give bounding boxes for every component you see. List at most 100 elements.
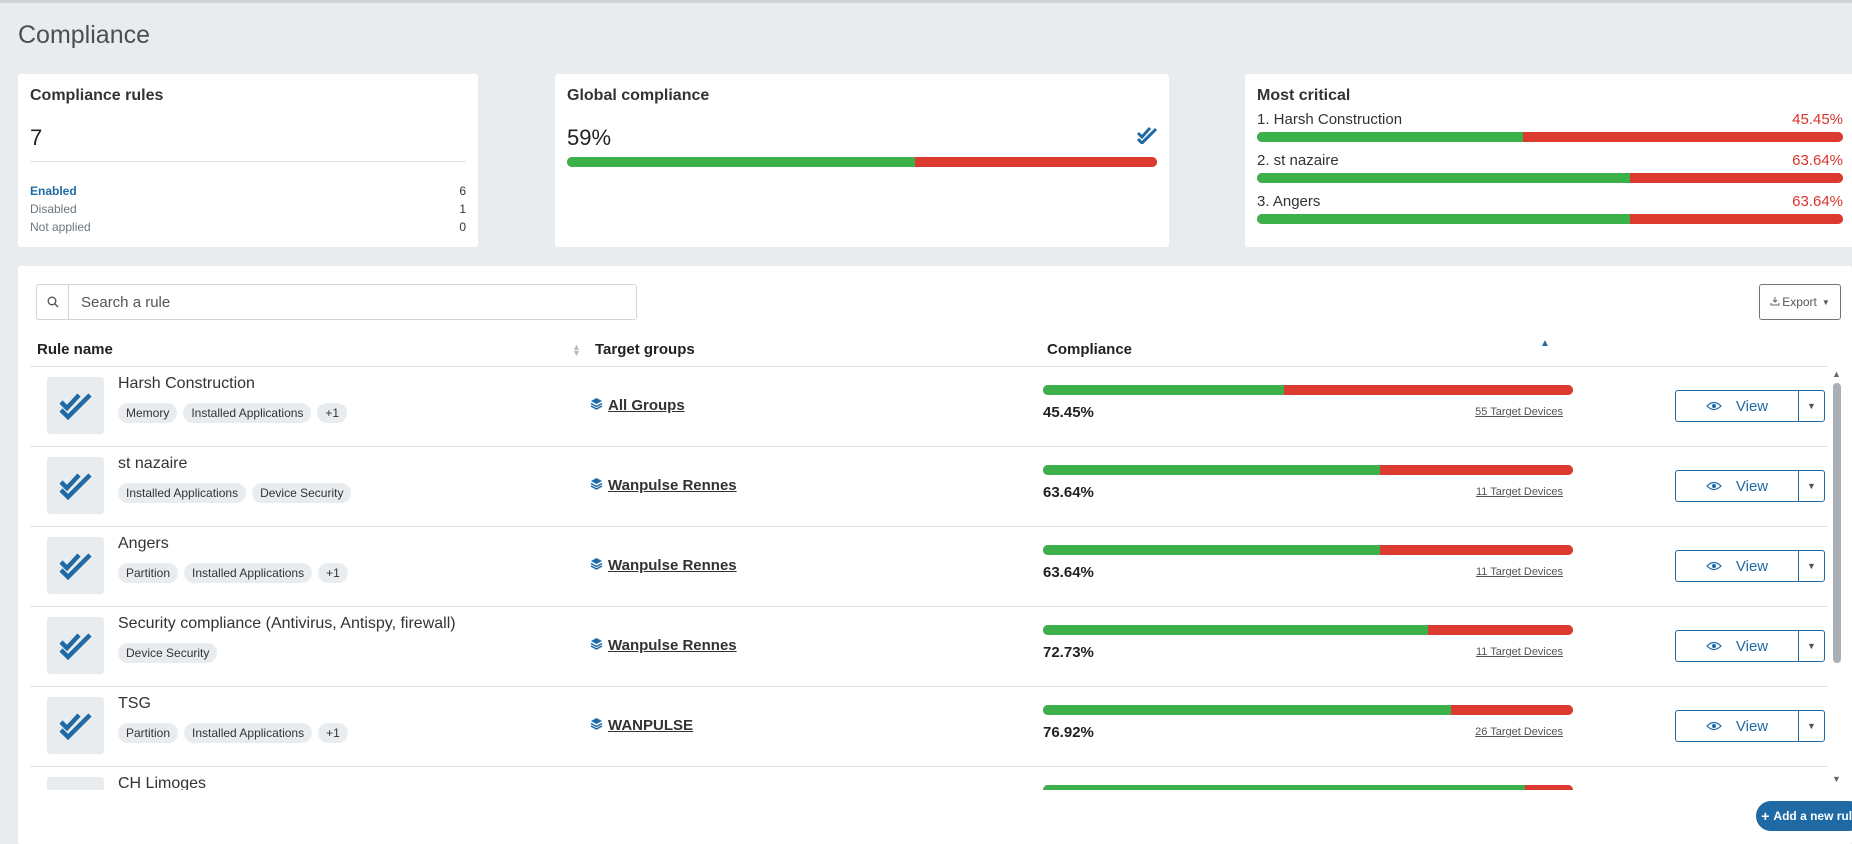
stat-label[interactable]: Enabled bbox=[30, 184, 77, 198]
target-group-label[interactable]: Wanpulse Rennes bbox=[608, 477, 737, 494]
sort-icon[interactable]: ▲ ▼ bbox=[572, 342, 581, 358]
table-row: TSG Partition Installed Applications +1 … bbox=[30, 687, 1828, 767]
tag-more[interactable]: +1 bbox=[318, 563, 348, 583]
compliance-bar bbox=[1043, 625, 1573, 635]
rule-name[interactable]: TSG bbox=[118, 695, 151, 712]
target-devices-link[interactable]: 55 Target Devices bbox=[1475, 406, 1563, 418]
chevron-down-icon[interactable]: ▼ bbox=[1807, 481, 1816, 491]
stat-not-applied[interactable]: Not applied 0 bbox=[30, 218, 466, 236]
compliant-segment bbox=[1043, 465, 1381, 475]
tag: Partition bbox=[118, 563, 179, 583]
add-rule-button[interactable]: + Add a new rule bbox=[1756, 801, 1852, 831]
view-button[interactable]: View bbox=[1676, 631, 1799, 661]
tag-more[interactable]: +1 bbox=[318, 723, 348, 743]
compliance-bar bbox=[1043, 545, 1573, 555]
noncompliant-segment bbox=[1283, 385, 1573, 395]
target-devices-link[interactable]: 11 Target Devices bbox=[1475, 566, 1563, 578]
noncompliant-segment bbox=[1380, 545, 1573, 555]
stat-value: 6 bbox=[459, 184, 466, 198]
compliance-rules-card: Compliance rules 7 Enabled 6 Disabled 1 … bbox=[18, 74, 478, 247]
stat-disabled[interactable]: Disabled 1 bbox=[30, 200, 466, 218]
view-button-group[interactable]: View ▼ bbox=[1675, 550, 1825, 582]
scroll-down-icon[interactable]: ▼ bbox=[1832, 774, 1841, 784]
target-group-link[interactable]: Wanpulse Rennes bbox=[590, 637, 737, 654]
rule-tags: Memory Installed Applications +1 bbox=[118, 403, 348, 423]
double-check-icon bbox=[47, 777, 104, 790]
compliance-percent: 63.64% bbox=[1043, 564, 1094, 581]
header-rule-name[interactable]: Rule name bbox=[37, 341, 113, 358]
export-button[interactable]: Export ▼ bbox=[1759, 284, 1841, 320]
chevron-down-icon[interactable]: ▼ bbox=[1807, 401, 1816, 411]
header-target-groups[interactable]: Target groups bbox=[595, 341, 695, 358]
layers-icon bbox=[590, 637, 603, 654]
target-group-link[interactable]: Wanpulse Rennes bbox=[590, 557, 737, 574]
target-group-link[interactable]: All Groups bbox=[590, 397, 685, 414]
view-label: View bbox=[1735, 717, 1769, 735]
stat-label[interactable]: Not applied bbox=[30, 220, 91, 234]
rule-name[interactable]: Angers bbox=[118, 535, 169, 552]
card-title: Compliance rules bbox=[30, 87, 164, 104]
layers-icon bbox=[590, 477, 603, 494]
view-button-group[interactable]: View ▼ bbox=[1675, 710, 1825, 742]
target-group-label[interactable]: WANPULSE bbox=[608, 717, 694, 734]
target-devices-link[interactable]: 26 Target Devices bbox=[1475, 726, 1563, 738]
stat-enabled[interactable]: Enabled 6 bbox=[30, 182, 466, 200]
view-button-group[interactable]: View ▼ bbox=[1675, 390, 1825, 422]
target-group-label[interactable]: Wanpulse Rennes bbox=[608, 557, 737, 574]
target-group-label[interactable]: Wanpulse Rennes bbox=[608, 637, 737, 654]
card-title: Most critical bbox=[1257, 87, 1351, 104]
compliance-bar bbox=[1043, 385, 1573, 395]
noncompliant-segment bbox=[1523, 132, 1843, 142]
sort-asc-icon[interactable]: ▲ bbox=[1540, 338, 1550, 349]
view-button[interactable]: View bbox=[1676, 711, 1799, 741]
tag: Memory bbox=[118, 403, 178, 423]
compliance-percent: 72.73% bbox=[1043, 644, 1094, 661]
target-group-link[interactable]: Wanpulse Rennes bbox=[590, 477, 737, 494]
noncompliant-segment bbox=[1629, 214, 1843, 224]
divider bbox=[30, 161, 466, 162]
scroll-up-icon[interactable]: ▲ bbox=[1832, 369, 1841, 379]
chevron-down-icon[interactable]: ▼ bbox=[1807, 721, 1816, 731]
view-button[interactable]: View bbox=[1676, 471, 1799, 501]
compliant-segment bbox=[1043, 545, 1381, 555]
stat-label[interactable]: Disabled bbox=[30, 202, 77, 216]
scrollbar-thumb[interactable] bbox=[1833, 383, 1841, 663]
search-box[interactable] bbox=[36, 284, 637, 320]
table-scrollbar[interactable]: ▲ ▼ bbox=[1832, 369, 1842, 784]
view-label: View bbox=[1735, 557, 1769, 575]
compliant-segment bbox=[1257, 214, 1630, 224]
rule-name[interactable]: CH Limoges bbox=[118, 775, 207, 790]
target-devices-link[interactable]: 11 Target Devices bbox=[1475, 486, 1563, 498]
header-compliance[interactable]: Compliance bbox=[1047, 341, 1133, 358]
tag-more[interactable]: +1 bbox=[317, 403, 348, 423]
global-percent: 59% bbox=[567, 125, 612, 150]
stat-value: 1 bbox=[459, 202, 466, 216]
eye-icon bbox=[1706, 718, 1722, 735]
double-check-icon bbox=[47, 537, 104, 594]
page-title: Compliance bbox=[18, 21, 151, 49]
critical-item: 3. Angers 63.64% bbox=[1257, 193, 1843, 224]
view-button-group[interactable]: View ▼ bbox=[1675, 470, 1825, 502]
target-devices-link[interactable]: 11 Target Devices bbox=[1475, 646, 1563, 658]
rule-name[interactable]: st nazaire bbox=[118, 455, 188, 472]
tag: Installed Applications bbox=[184, 563, 313, 583]
tag: Device Security bbox=[118, 643, 218, 663]
view-button[interactable]: View bbox=[1676, 551, 1799, 581]
search-input[interactable] bbox=[69, 285, 636, 319]
view-button[interactable]: View bbox=[1676, 391, 1799, 421]
chevron-down-icon[interactable]: ▼ bbox=[1807, 561, 1816, 571]
critical-label: 3. Angers bbox=[1257, 193, 1321, 210]
target-group-link[interactable]: WANPULSE bbox=[590, 717, 693, 734]
noncompliant-segment bbox=[1450, 705, 1573, 715]
top-border bbox=[0, 0, 1852, 3]
chevron-down-icon: ▼ bbox=[1821, 297, 1830, 307]
chevron-down-icon[interactable]: ▼ bbox=[1807, 641, 1816, 651]
compliant-segment bbox=[1043, 705, 1451, 715]
download-icon bbox=[1770, 295, 1780, 309]
eye-icon bbox=[1706, 558, 1722, 575]
view-button-group[interactable]: View ▼ bbox=[1675, 630, 1825, 662]
rule-name[interactable]: Harsh Construction bbox=[118, 375, 255, 392]
critical-label: 2. st nazaire bbox=[1257, 152, 1339, 169]
rule-name[interactable]: Security compliance (Antivirus, Antispy,… bbox=[118, 615, 456, 632]
target-group-label[interactable]: All Groups bbox=[608, 397, 685, 414]
